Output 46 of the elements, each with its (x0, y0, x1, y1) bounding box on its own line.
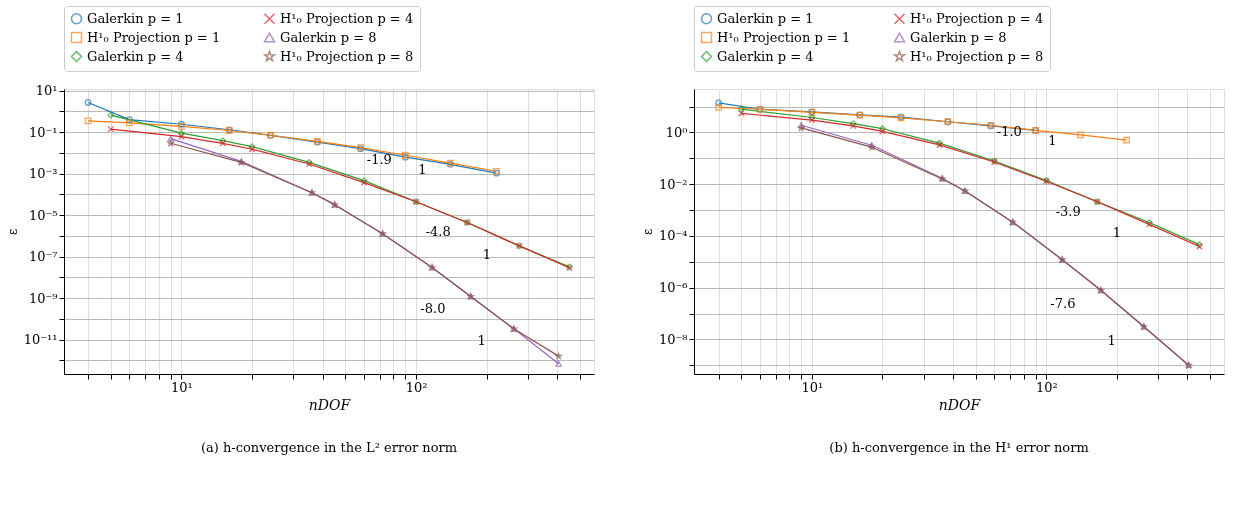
legend-label: Galerkin p = 8 (910, 29, 1007, 45)
annotation: -7.6 (1050, 295, 1076, 311)
annotation: -1.9 (366, 151, 392, 167)
text: (b) h-convergence in the H¹ error norm (829, 440, 1089, 455)
y-axis-title: ε (5, 228, 20, 236)
y-tick-label: 10⁰ (665, 124, 688, 140)
y-tick-label: 10⁻¹¹ (23, 332, 58, 348)
legend-label: H¹₀ Projection p = 1 (87, 29, 221, 45)
annotation: -1.0 (996, 124, 1022, 140)
y-tick-label: 10⁻⁸ (658, 331, 688, 347)
legend-label: Galerkin p = 1 (87, 10, 184, 26)
y-axis-title: ε (640, 228, 655, 236)
y-tick-label: 10⁻⁶ (658, 280, 688, 296)
legend-label: H¹₀ Projection p = 8 (280, 48, 414, 64)
annotation: 1 (477, 332, 486, 348)
x-tick-label: 10¹ (801, 379, 824, 395)
legend-label: Galerkin p = 4 (87, 48, 184, 64)
y-tick-label: 10⁻⁵ (28, 207, 58, 223)
legend-label: Galerkin p = 4 (717, 48, 814, 64)
y-tick-label: 10¹ (35, 83, 58, 99)
legend-label: Galerkin p = 1 (717, 10, 814, 26)
annotation: 1 (1112, 225, 1122, 241)
annotation: -4.8 (425, 224, 451, 240)
legend-label: Galerkin p = 8 (280, 29, 377, 45)
annotation: -8.0 (420, 300, 446, 316)
x-axis-title: nDOF (938, 396, 982, 413)
y-tick-label: 10⁻³ (28, 166, 58, 182)
y-tick-label: 10⁻⁹ (28, 290, 58, 306)
legend-label: H¹₀ Projection p = 1 (717, 29, 851, 45)
x-tick-label: 10² (1035, 379, 1058, 395)
annotation: 1 (1048, 132, 1057, 148)
x-tick-label: 10¹ (171, 379, 193, 395)
annotation: 1 (482, 246, 492, 262)
legend-label: H¹₀ Projection p = 4 (910, 10, 1044, 26)
legend-label: H¹₀ Projection p = 8 (910, 48, 1044, 64)
y-tick-label: 10⁻⁷ (28, 249, 58, 265)
y-tick-label: 10⁻⁴ (658, 228, 688, 244)
y-tick-label: 10⁻² (658, 176, 688, 192)
annotation: 1 (1107, 332, 1116, 348)
legend-label: H¹₀ Projection p = 4 (280, 10, 414, 26)
annotation: 1 (418, 161, 427, 177)
y-tick-label: 10⁻¹ (28, 124, 58, 140)
text: (a) h-convergence in the L² error norm (200, 440, 458, 455)
x-tick-label: 10² (405, 379, 428, 395)
x-axis-title: nDOF (308, 396, 352, 413)
annotation: -3.9 (1055, 204, 1081, 220)
